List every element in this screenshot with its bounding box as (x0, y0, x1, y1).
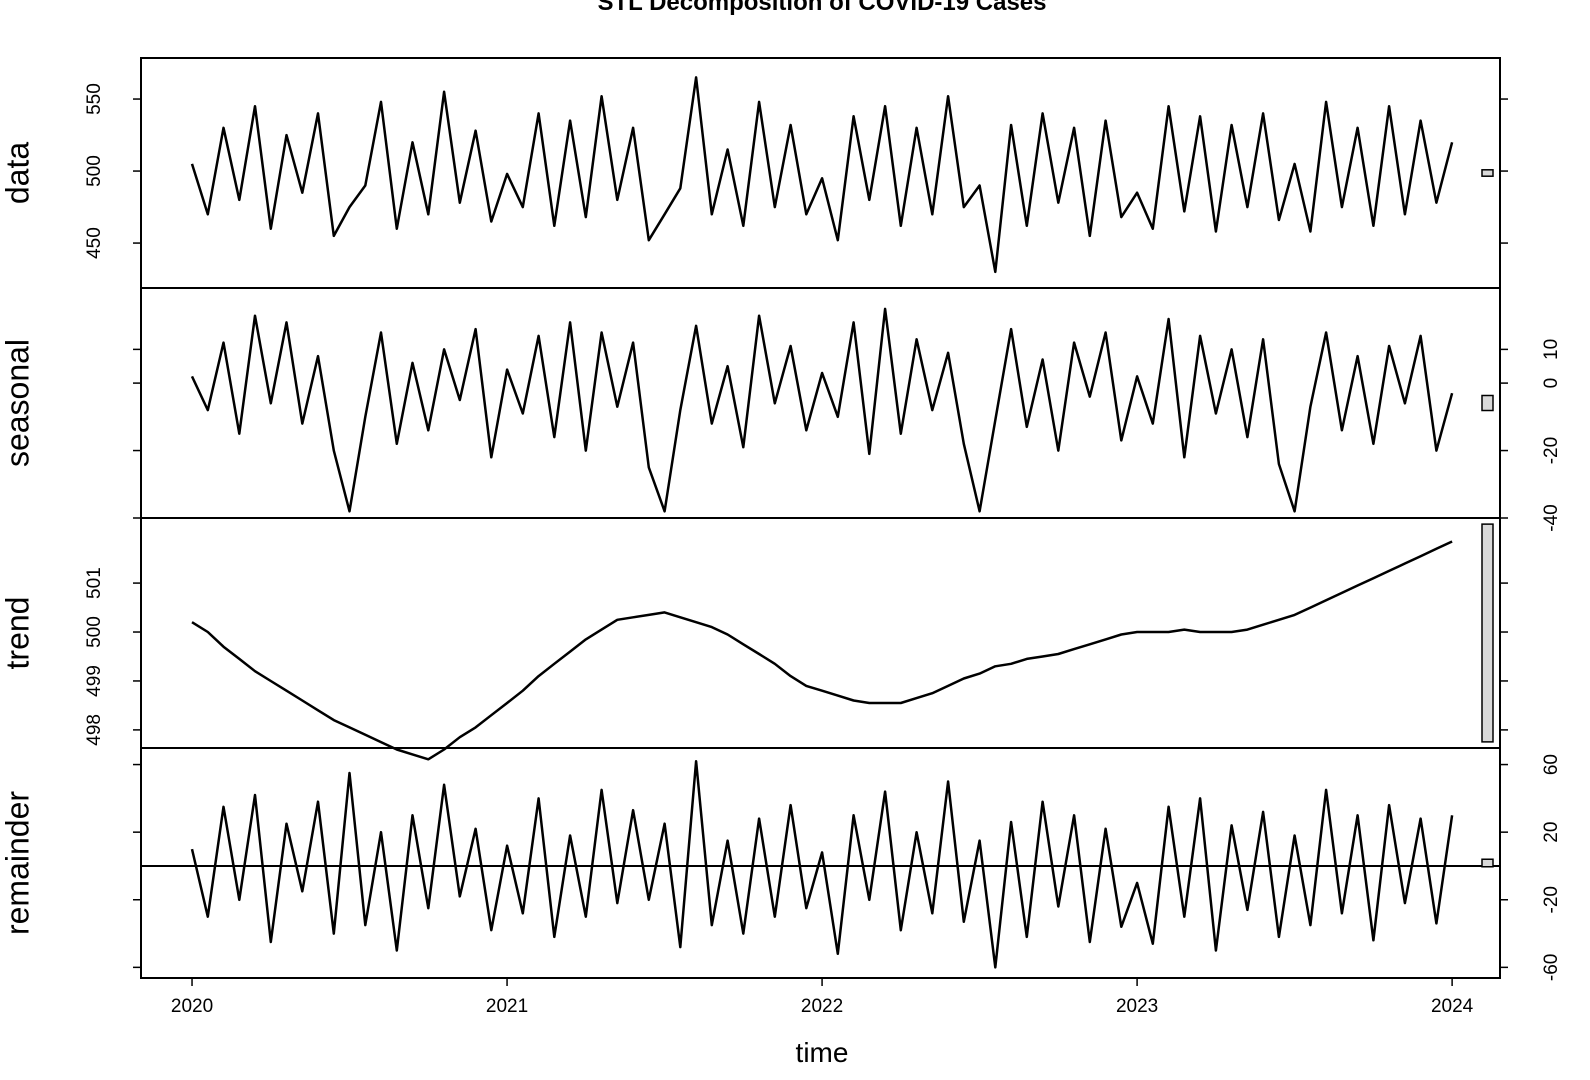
x-axis-label: time (796, 1037, 849, 1068)
y-tick-label: -40 (1541, 504, 1562, 531)
series-line (190, 76, 1454, 274)
y-tick-label: 499 (84, 665, 105, 697)
y-tick-label: 0 (1541, 378, 1562, 389)
panel-frame (140, 747, 1501, 979)
series-line (190, 307, 1454, 513)
range-bar (1481, 858, 1494, 868)
y-tick-label: 498 (84, 714, 105, 746)
y-tick-label: 10 (1541, 339, 1562, 360)
y-tick-label: 500 (84, 616, 105, 648)
y-tick-label: -20 (1541, 886, 1562, 913)
range-bar (1481, 169, 1494, 177)
y-tick-label: 450 (84, 227, 105, 259)
panel-frame (140, 287, 1501, 519)
series-line (190, 759, 1454, 969)
y-axis-label: data (0, 142, 35, 204)
x-tick-label: 2020 (171, 996, 213, 1017)
x-tick-label: 2024 (1431, 996, 1474, 1017)
chart-title: STL Decomposition of COVID-19 Cases (598, 0, 1047, 16)
y-axis-label: trend (0, 597, 35, 670)
y-tick-label: -60 (1541, 954, 1562, 981)
y-axis-label: remainder (0, 791, 35, 935)
y-tick-label: -20 (1541, 437, 1562, 464)
series-line (191, 540, 1453, 761)
y-tick-label: 500 (84, 155, 105, 187)
y-tick-label: 501 (84, 567, 105, 599)
y-tick-label: 60 (1541, 754, 1562, 775)
x-tick-label: 2022 (801, 996, 843, 1017)
panel-frame (140, 517, 1501, 749)
y-tick-label: 550 (84, 83, 105, 115)
range-bar (1481, 394, 1494, 412)
y-tick-label: 20 (1541, 822, 1562, 843)
x-tick-label: 2021 (486, 996, 528, 1017)
y-axis-label: seasonal (0, 339, 35, 467)
range-bar (1481, 523, 1494, 743)
x-tick-label: 2023 (1116, 996, 1158, 1017)
